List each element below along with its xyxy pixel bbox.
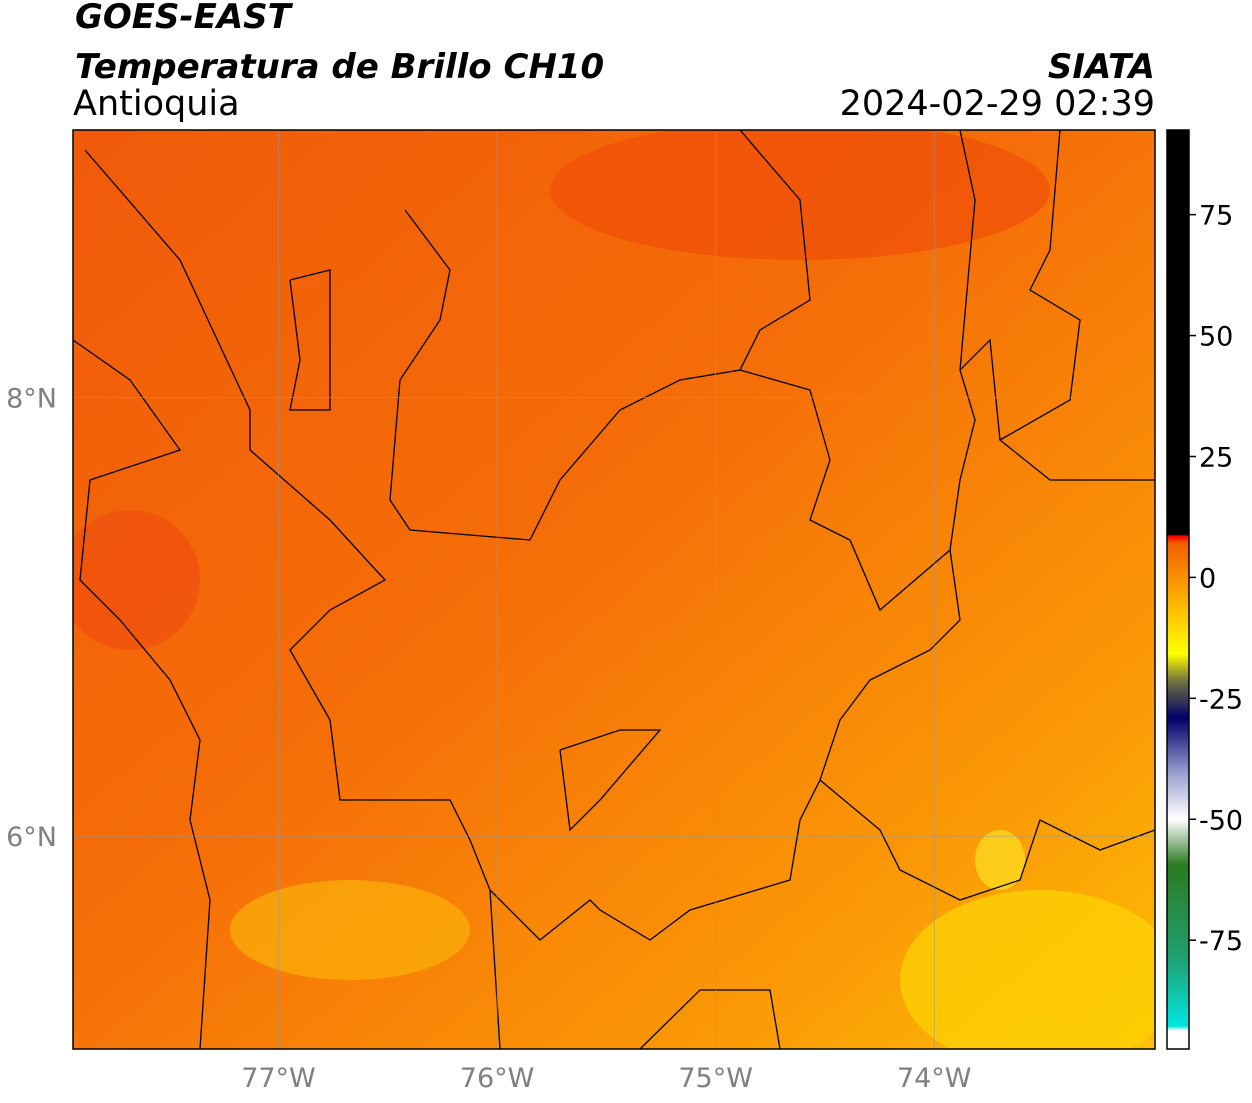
- colorbar-tick-label: 50: [1199, 322, 1233, 353]
- x-tick-label: 74°W: [897, 1063, 972, 1094]
- title: GOES-EAST: [75, 0, 294, 37]
- y-tick-label: 8°N: [6, 384, 57, 415]
- colorbar: [1166, 129, 1190, 1050]
- map-image: [73, 130, 1155, 1049]
- map-frame: [72, 129, 1156, 1050]
- colorbar-tick-label: 25: [1199, 442, 1233, 473]
- source: SIATA: [1048, 47, 1155, 87]
- datetime: 2024-02-29 02:39: [840, 84, 1155, 124]
- x-tick-label: 75°W: [678, 1063, 753, 1094]
- x-tick-label: 77°W: [241, 1063, 316, 1094]
- subtitle: Temperatura de Brillo CH10: [75, 47, 604, 87]
- colorbar-tick-label: -25: [1199, 684, 1243, 715]
- colorbar-tick-label: 0: [1199, 563, 1216, 594]
- x-tick-label: 76°W: [460, 1063, 535, 1094]
- y-tick-label: 6°N: [6, 822, 57, 853]
- colorbar-tick-label: 75: [1199, 201, 1233, 232]
- colorbar-tick-label: -75: [1199, 926, 1243, 957]
- region: Antioquia: [73, 84, 240, 124]
- colorbar-tick-label: -50: [1199, 805, 1243, 836]
